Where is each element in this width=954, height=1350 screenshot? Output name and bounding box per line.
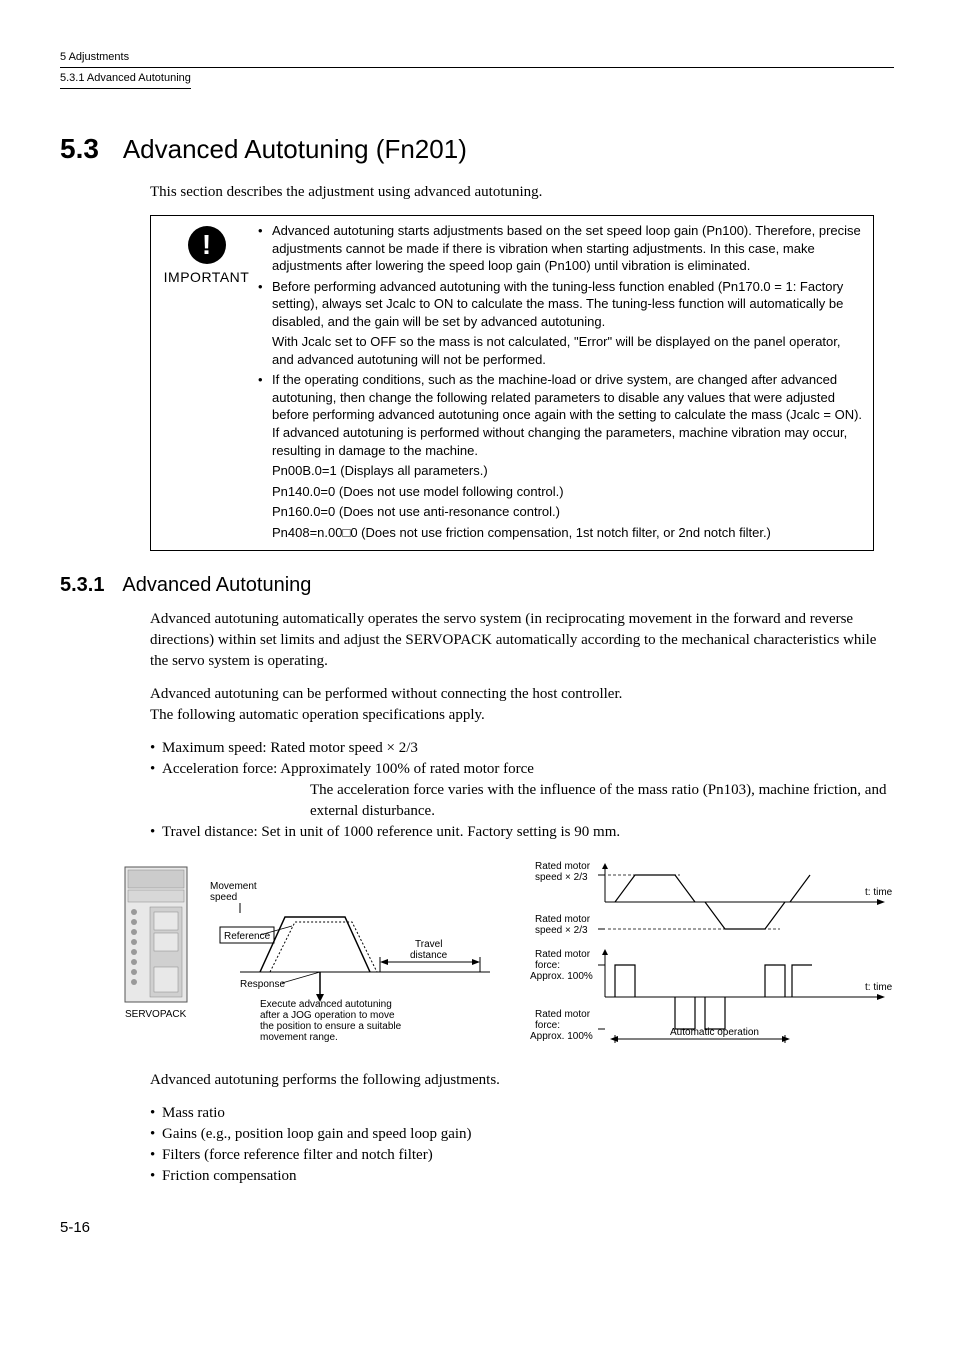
subsection-header: 5.3.1 Advanced Autotuning [60, 71, 191, 88]
response-label: Response [240, 979, 285, 990]
diagram-row: SERVOPACK Movement speed Reference Respo… [120, 857, 874, 1054]
important-item-2: Before performing advanced autotuning wi… [258, 278, 865, 331]
subsection-para2: Advanced autotuning can be performed wit… [150, 684, 894, 726]
diagram-left-svg: SERVOPACK Movement speed Reference Respo… [120, 857, 510, 1047]
important-param-2: Pn140.0=0 (Does not use model following … [258, 483, 865, 501]
time-label-bot: t: time [865, 982, 893, 993]
diagram-left: SERVOPACK Movement speed Reference Respo… [120, 857, 510, 1054]
force-top-label-3: Approx. 100% [530, 971, 593, 982]
movement-speed-label-2: speed [210, 892, 237, 903]
adjustment-4: Friction compensation [150, 1166, 894, 1187]
section-intro: This section describes the adjustment us… [150, 182, 894, 203]
para2a: Advanced autotuning can be performed wit… [150, 684, 894, 705]
adjustment-1: Mass ratio [150, 1103, 894, 1124]
travel-distance-label-1: Travel [415, 939, 442, 950]
diagram-right: Rated motor speed × 2/3 Rated motor spee… [530, 857, 910, 1054]
para2b: The following automatic operation specif… [150, 705, 894, 726]
spec-item-1: Maximum speed: Rated motor speed × 2/3 [150, 738, 894, 759]
spec-item-2-sub: The acceleration force varies with the i… [310, 780, 894, 822]
subsection-title-text: Advanced Autotuning [122, 574, 311, 596]
important-param-1: Pn00B.0=1 (Displays all parameters.) [258, 462, 865, 480]
important-left: ! IMPORTANT [159, 222, 254, 544]
speed-top-label-2: speed × 2/3 [535, 872, 588, 883]
force-bot-label-1: Rated motor [535, 1009, 591, 1020]
adjustments-list: Mass ratio Gains (e.g., position loop ga… [150, 1103, 894, 1187]
reference-label: Reference [224, 931, 271, 942]
section-title: 5.3 Advanced Autotuning (Fn201) [60, 129, 894, 168]
diagram-note-1: Execute advanced autotuning [260, 999, 392, 1010]
important-box: ! IMPORTANT Advanced autotuning starts a… [150, 215, 874, 551]
force-top-label-2: force: [535, 960, 560, 971]
spec-item-2: Acceleration force: Approximately 100% o… [150, 759, 894, 780]
movement-speed-label-1: Movement [210, 881, 257, 892]
time-label-top: t: time [865, 887, 893, 898]
after-diagram-text: Advanced autotuning performs the followi… [150, 1070, 894, 1091]
diagram-note-3: the position to ensure a suitable [260, 1021, 402, 1032]
important-item-1: Advanced autotuning starts adjustments b… [258, 222, 865, 275]
section-number: 5.3 [60, 133, 99, 164]
important-content: Advanced autotuning starts adjustments b… [254, 222, 865, 544]
diagram-note-2: after a JOG operation to move [260, 1010, 395, 1021]
auto-operation-label: Automatic operation [670, 1027, 759, 1038]
important-param-4: Pn408=n.00□0 (Does not use friction comp… [258, 524, 865, 542]
travel-distance-label-2: distance [410, 950, 448, 961]
servopack-label: SERVOPACK [125, 1009, 187, 1020]
important-icon: ! [188, 226, 226, 264]
adjustment-2: Gains (e.g., position loop gain and spee… [150, 1124, 894, 1145]
page-header: 5 Adjustments 5.3.1 Advanced Autotuning [60, 50, 894, 89]
speed-bot-label-2: speed × 2/3 [535, 925, 588, 936]
page-number: 5-16 [60, 1217, 894, 1238]
important-param-3: Pn160.0=0 (Does not use anti-resonance c… [258, 503, 865, 521]
important-label: IMPORTANT [164, 268, 250, 287]
spec-item-3: Travel distance: Set in unit of 1000 ref… [150, 822, 894, 843]
chapter-header: 5 Adjustments [60, 50, 894, 65]
speed-bot-label-1: Rated motor [535, 914, 591, 925]
force-bot-label-3: Approx. 100% [530, 1031, 593, 1042]
diagram-right-svg: Rated motor speed × 2/3 Rated motor spee… [530, 857, 910, 1047]
speed-top-label-1: Rated motor [535, 861, 591, 872]
important-jcalc-note: With Jcalc set to OFF so the mass is not… [258, 333, 865, 368]
spec-list: Maximum speed: Rated motor speed × 2/3 A… [150, 738, 894, 843]
force-bot-label-2: force: [535, 1020, 560, 1031]
section-title-text: Advanced Autotuning (Fn201) [123, 134, 467, 164]
force-top-label-1: Rated motor [535, 949, 591, 960]
subsection-number: 5.3.1 [60, 574, 104, 596]
subsection-title: 5.3.1 Advanced Autotuning [60, 571, 894, 599]
header-rule [60, 67, 894, 68]
subsection-para1: Advanced autotuning automatically operat… [150, 609, 894, 672]
adjustment-3: Filters (force reference filter and notc… [150, 1145, 894, 1166]
important-item-3: If the operating conditions, such as the… [258, 371, 865, 459]
diagram-note-4: movement range. [260, 1032, 338, 1043]
